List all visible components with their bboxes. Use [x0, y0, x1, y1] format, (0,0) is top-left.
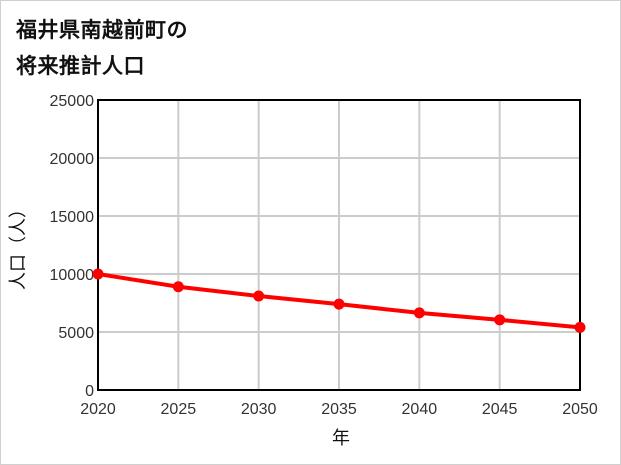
grid-lines	[97, 99, 581, 391]
x-axis-ticks: 2020 2025 2030 2035 2040 2045 2050	[80, 401, 598, 418]
plot-area-border	[97, 99, 581, 391]
y-tick-label: 15000	[50, 209, 95, 226]
y-tick-label: 5000	[58, 325, 94, 342]
x-tick-label: 2020	[80, 401, 116, 418]
y-tick-label: 10000	[50, 267, 95, 284]
x-tick-label: 2050	[562, 401, 598, 418]
data-point	[333, 298, 345, 310]
data-point	[494, 314, 506, 326]
x-tick-label: 2045	[482, 401, 518, 418]
data-point	[92, 268, 104, 280]
x-tick-label: 2040	[402, 401, 438, 418]
y-axis-ticks: 0 5000 10000 15000 20000 25000	[50, 93, 95, 400]
x-tick-label: 2030	[241, 401, 277, 418]
x-axis-label: 年	[332, 428, 350, 449]
x-tick-label: 2035	[321, 401, 357, 418]
data-point	[413, 307, 425, 319]
y-tick-label: 0	[85, 383, 94, 400]
population-series	[92, 268, 586, 333]
y-tick-label: 20000	[50, 151, 95, 168]
data-point	[172, 281, 184, 293]
x-tick-label: 2025	[161, 401, 197, 418]
y-tick-label: 25000	[50, 93, 95, 110]
data-point	[574, 321, 586, 333]
y-axis-label: 人口（人）	[8, 200, 29, 290]
chart-title-line2: 将来推計人口	[16, 54, 145, 78]
chart-title-line1: 福井県南越前町の	[16, 18, 188, 42]
data-point	[253, 290, 265, 302]
